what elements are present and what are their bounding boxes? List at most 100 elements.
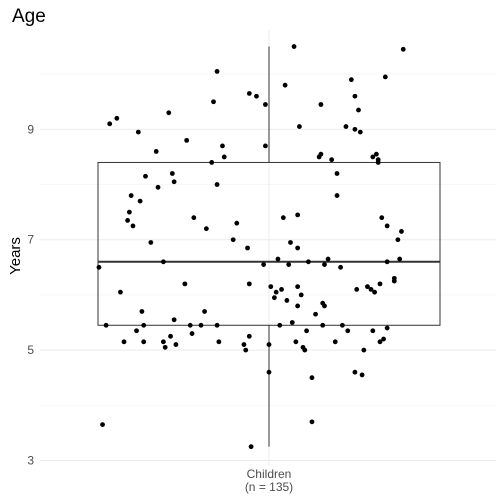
data-point [191, 215, 197, 221]
data-point [277, 322, 283, 328]
data-point [214, 68, 220, 74]
data-point [263, 143, 268, 149]
data-point [209, 160, 215, 165]
data-point [279, 286, 284, 292]
data-point [114, 115, 120, 121]
data-point [352, 369, 358, 375]
data-point [128, 193, 134, 198]
data-point [288, 240, 293, 245]
boxplot-group [97, 46, 441, 447]
data-point [268, 284, 274, 290]
x-tick-label-line: Children [247, 467, 292, 481]
data-point [184, 137, 190, 143]
data-point [320, 322, 326, 328]
data-point [295, 212, 301, 218]
data-point [295, 284, 301, 290]
data-point [118, 289, 123, 295]
data-point [322, 303, 327, 309]
data-point [166, 110, 172, 116]
data-point [143, 173, 148, 179]
data-point [372, 289, 378, 295]
data-point [309, 375, 315, 381]
chart-title: Age [12, 6, 46, 27]
y-axis-title: Years [7, 237, 24, 275]
data-point [297, 124, 302, 129]
data-point [125, 218, 130, 223]
data-point [357, 129, 363, 135]
data-point [139, 309, 145, 314]
data-point [318, 102, 324, 107]
y-tick-label: 7 [27, 233, 34, 247]
data-point [214, 182, 220, 187]
data-point [160, 339, 166, 345]
y-tick-label: 3 [27, 453, 34, 467]
data-point [384, 259, 390, 265]
data-point [348, 77, 354, 83]
data-point [325, 256, 331, 262]
data-point [160, 259, 166, 265]
data-point [230, 237, 236, 243]
data-point [399, 229, 404, 234]
data-point [246, 91, 252, 96]
data-point [126, 209, 132, 215]
data-point [246, 333, 252, 339]
data-point [352, 93, 358, 99]
data-point [221, 154, 227, 160]
data-point [370, 154, 376, 160]
data-point [137, 198, 143, 204]
data-point [107, 121, 113, 127]
data-point [298, 292, 304, 298]
data-point [162, 344, 168, 350]
data-point [275, 256, 281, 262]
data-point [289, 320, 295, 325]
data-point [103, 322, 109, 328]
data-point [203, 226, 209, 232]
data-point [198, 322, 204, 328]
data-point [291, 44, 297, 49]
data-point [381, 336, 386, 342]
data-point [153, 149, 159, 154]
data-point [286, 262, 292, 267]
data-point [391, 275, 397, 281]
data-point [339, 322, 345, 328]
data-point [322, 262, 327, 267]
x-tick-label-line: (n = 135) [245, 480, 293, 494]
data-point [282, 82, 288, 88]
data-point [334, 171, 340, 176]
data-point [169, 171, 175, 176]
data-point [280, 215, 286, 221]
data-point [313, 311, 318, 317]
y-axis-tick-labels: 3 5 7 9 [27, 122, 34, 467]
data-point [400, 46, 406, 52]
data-point [248, 444, 254, 450]
data-point [382, 74, 388, 80]
data-point [220, 143, 225, 149]
y-tick-label: 9 [27, 122, 34, 136]
data-point [245, 245, 250, 251]
data-point [202, 309, 207, 314]
data-point [295, 303, 301, 309]
data-point [384, 223, 390, 229]
data-point [375, 157, 381, 163]
data-point [302, 347, 308, 353]
data-point [261, 262, 267, 267]
data-point [155, 184, 161, 190]
data-point [171, 317, 177, 323]
data-point [368, 286, 374, 292]
data-points [96, 44, 406, 450]
box-iqr [97, 161, 441, 326]
data-point [100, 422, 105, 428]
data-point [374, 151, 379, 157]
data-point [384, 325, 390, 331]
data-point [273, 289, 279, 295]
data-point [284, 298, 290, 303]
data-point [96, 264, 102, 270]
data-point [168, 333, 173, 339]
data-point [234, 220, 240, 226]
x-tick-label: Children (n = 135) [245, 467, 293, 494]
data-point [171, 179, 177, 185]
data-point [141, 322, 147, 328]
y-tick-label: 5 [27, 343, 34, 357]
grid-lines [40, 30, 496, 466]
